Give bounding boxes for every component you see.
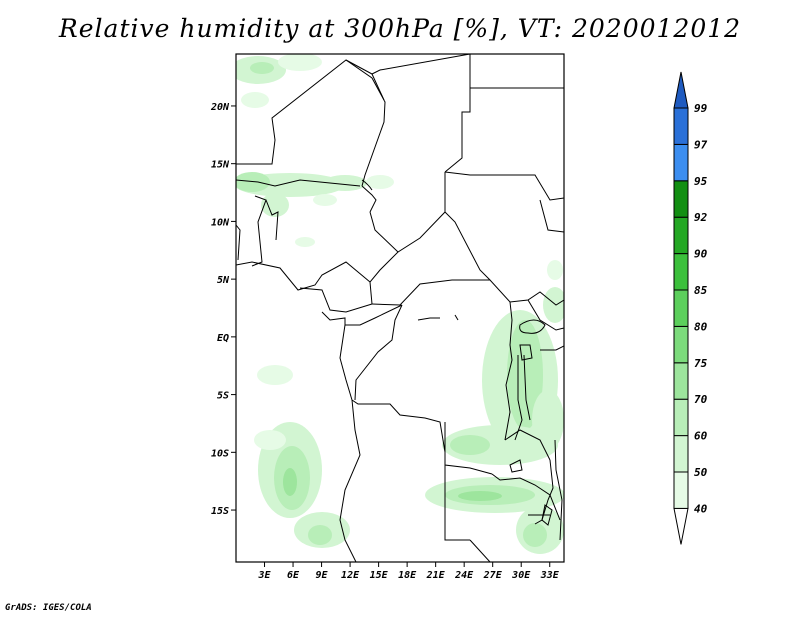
colorbar-bin — [673, 362, 689, 400]
chart-title: Relative humidity at 300hPa [%], VT: 202… — [58, 14, 742, 43]
lon-tick-label: 21E — [426, 570, 446, 581]
colorbar-label: 50 — [694, 466, 708, 479]
lon-tick-label: 24E — [454, 570, 474, 581]
humidity-shading — [236, 54, 564, 554]
lon-tick-label: 27E — [483, 570, 503, 581]
lon-tick-label: 3E — [257, 570, 271, 581]
lon-tick-label: 18E — [398, 570, 417, 581]
country-borders — [236, 54, 564, 562]
lon-tick-label: 15E — [370, 570, 389, 581]
lon-tick-label: 33E — [540, 570, 560, 581]
colorbar-label: 70 — [694, 393, 708, 406]
colorbar-label: 60 — [694, 430, 708, 443]
colorbar-bin — [673, 398, 689, 437]
colorbar-label: 85 — [694, 284, 708, 297]
lat-tick-label: EQ — [217, 333, 229, 344]
colorbar-label: 99 — [694, 102, 708, 115]
colorbar-top-triangle — [673, 71, 689, 109]
colorbar-label: 97 — [694, 138, 708, 151]
colorbar-label: 90 — [694, 248, 708, 261]
lakes — [361, 179, 553, 526]
credit-text: GrADS: IGES/COLA — [5, 603, 92, 613]
lat-tick-label: 10S — [211, 448, 229, 459]
colorbar-bin — [673, 289, 689, 327]
colorbar-label: 40 — [694, 502, 708, 515]
lon-tick-label: 9E — [316, 570, 329, 581]
colorbar-label: 75 — [694, 357, 708, 370]
lat-tick-label: 5N — [217, 275, 230, 286]
colorbar-label: 95 — [694, 175, 708, 188]
lat-tick-label: 15N — [211, 160, 230, 171]
longitude-axis: 3E 6E 9E 12E 15E 18E 21E 24E 27E 30E 33E — [257, 562, 560, 581]
colorbar-bottom-triangle — [673, 507, 689, 545]
lat-tick-label: 20N — [210, 102, 230, 113]
lat-tick-label: 10N — [211, 217, 230, 228]
colorbar-bin — [673, 253, 689, 291]
lon-tick-label: 6E — [287, 570, 300, 581]
colorbar-bin — [673, 325, 689, 364]
colorbar: 40 50 60 70 75 80 85 90 92 95 97 99 — [673, 71, 708, 545]
colorbar-bin — [673, 180, 689, 218]
colorbar-bin — [673, 143, 689, 182]
colorbar-bin — [673, 107, 689, 145]
lat-tick-label: 15S — [211, 506, 229, 517]
lon-tick-label: 30E — [511, 570, 531, 581]
lon-tick-label: 12E — [341, 570, 360, 581]
colorbar-label: 92 — [694, 211, 708, 224]
colorbar-bin — [673, 435, 689, 473]
map-frame — [235, 53, 565, 563]
colorbar-bin — [673, 216, 689, 255]
colorbar-bin — [673, 471, 689, 509]
lat-tick-label: 5S — [217, 391, 229, 402]
colorbar-label: 80 — [694, 320, 708, 333]
latitude-axis: 20N 15N 10N 5N EQ 5S 10S 15S — [210, 102, 236, 517]
